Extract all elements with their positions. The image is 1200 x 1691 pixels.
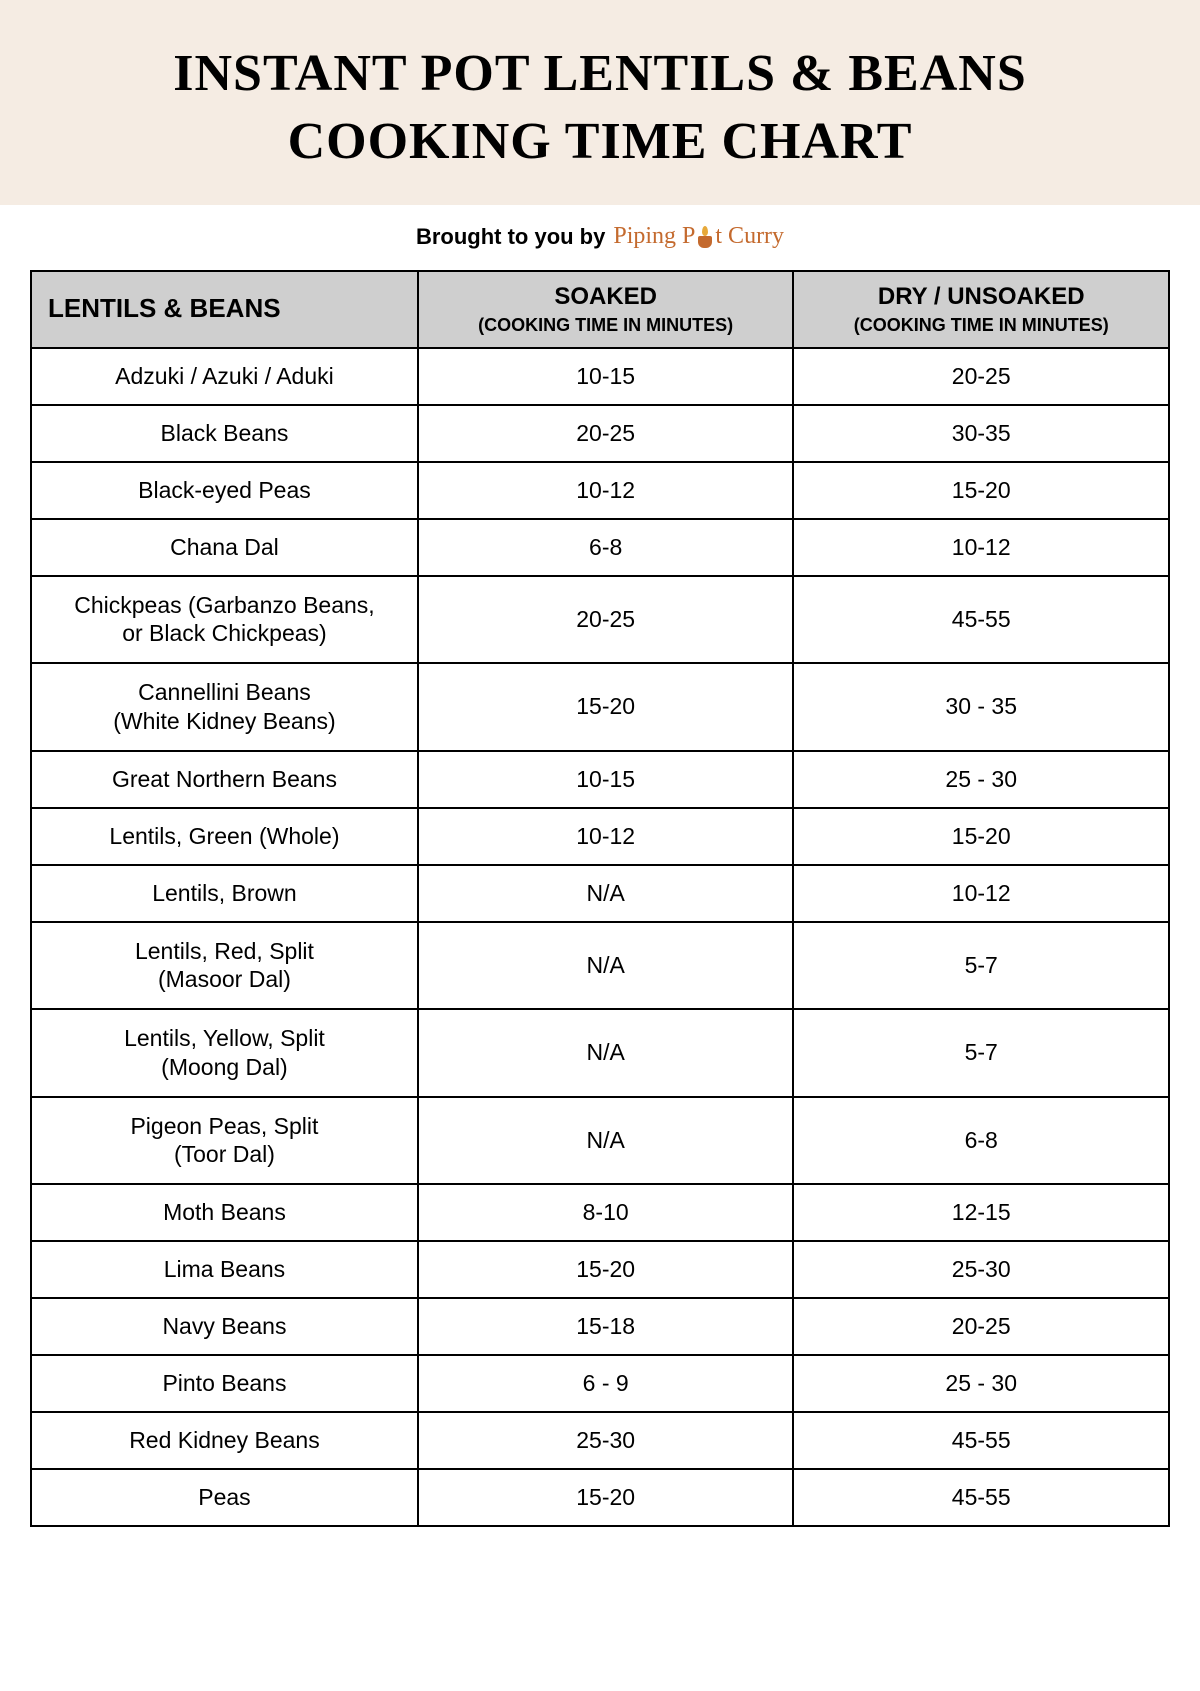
cell-soaked: 10-12 xyxy=(418,808,794,865)
table-row: Adzuki / Azuki / Aduki10-1520-25 xyxy=(31,348,1169,405)
cell-dry: 15-20 xyxy=(793,462,1169,519)
cell-dry: 20-25 xyxy=(793,1298,1169,1355)
cell-name: Adzuki / Azuki / Aduki xyxy=(31,348,418,405)
cell-name: Pigeon Peas, Split(Toor Dal) xyxy=(31,1097,418,1185)
cell-name: Lentils, Yellow, Split(Moong Dal) xyxy=(31,1009,418,1097)
table-row: Navy Beans15-1820-25 xyxy=(31,1298,1169,1355)
cell-dry: 45-55 xyxy=(793,1412,1169,1469)
table-row: Lentils, BrownN/A10-12 xyxy=(31,865,1169,922)
cooking-time-table: LENTILS & BEANS SOAKED (COOKING TIME IN … xyxy=(30,270,1170,1527)
cell-name: Navy Beans xyxy=(31,1298,418,1355)
cell-soaked: N/A xyxy=(418,865,794,922)
byline-prefix: Brought to you by xyxy=(416,224,605,250)
cell-dry: 20-25 xyxy=(793,348,1169,405)
cell-name: Lentils, Red, Split(Masoor Dal) xyxy=(31,922,418,1010)
cell-name: Lentils, Green (Whole) xyxy=(31,808,418,865)
cell-soaked: 10-15 xyxy=(418,751,794,808)
cell-dry: 5-7 xyxy=(793,1009,1169,1097)
cell-name: Black-eyed Peas xyxy=(31,462,418,519)
cell-name: Chickpeas (Garbanzo Beans,or Black Chick… xyxy=(31,576,418,664)
brand-name: Piping P t Curry xyxy=(613,223,784,250)
table-row: Lentils, Yellow, Split(Moong Dal)N/A5-7 xyxy=(31,1009,1169,1097)
cell-soaked: 6 - 9 xyxy=(418,1355,794,1412)
table-header-row: LENTILS & BEANS SOAKED (COOKING TIME IN … xyxy=(31,271,1169,348)
table-row: Chana Dal6-810-12 xyxy=(31,519,1169,576)
cell-name: Moth Beans xyxy=(31,1184,418,1241)
cell-name: Chana Dal xyxy=(31,519,418,576)
cell-dry: 5-7 xyxy=(793,922,1169,1010)
cell-soaked: 8-10 xyxy=(418,1184,794,1241)
title-block: INSTANT POT LENTILS & BEANS COOKING TIME… xyxy=(0,0,1200,205)
brand-text-1: Piping P xyxy=(613,223,695,250)
cell-soaked: 10-15 xyxy=(418,348,794,405)
cell-soaked: 15-18 xyxy=(418,1298,794,1355)
cell-soaked: 10-12 xyxy=(418,462,794,519)
cell-dry: 6-8 xyxy=(793,1097,1169,1185)
column-header-dry: DRY / UNSOAKED (COOKING TIME IN MINUTES) xyxy=(793,271,1169,348)
brand-text-2: t Curry xyxy=(715,223,784,250)
cell-soaked: 15-20 xyxy=(418,1241,794,1298)
cell-dry: 10-12 xyxy=(793,519,1169,576)
cell-dry: 15-20 xyxy=(793,808,1169,865)
table-row: Black-eyed Peas10-1215-20 xyxy=(31,462,1169,519)
cell-name: Black Beans xyxy=(31,405,418,462)
cell-name: Peas xyxy=(31,1469,418,1526)
table-row: Peas15-2045-55 xyxy=(31,1469,1169,1526)
cell-dry: 30 - 35 xyxy=(793,663,1169,751)
cell-dry: 10-12 xyxy=(793,865,1169,922)
cell-soaked: 20-25 xyxy=(418,576,794,664)
cell-dry: 25 - 30 xyxy=(793,751,1169,808)
table-row: Lentils, Green (Whole)10-1215-20 xyxy=(31,808,1169,865)
cell-dry: 25 - 30 xyxy=(793,1355,1169,1412)
cell-soaked: 6-8 xyxy=(418,519,794,576)
cell-name: Lentils, Brown xyxy=(31,865,418,922)
table-row: Lentils, Red, Split(Masoor Dal)N/A5-7 xyxy=(31,922,1169,1010)
column-header-name: LENTILS & BEANS xyxy=(31,271,418,348)
column-header-dry-text: DRY / UNSOAKED xyxy=(878,283,1085,310)
table-body: Adzuki / Azuki / Aduki10-1520-25Black Be… xyxy=(31,348,1169,1527)
table-row: Moth Beans8-1012-15 xyxy=(31,1184,1169,1241)
column-header-name-text: LENTILS & BEANS xyxy=(48,293,281,323)
column-header-soaked: SOAKED (COOKING TIME IN MINUTES) xyxy=(418,271,794,348)
table-row: Pinto Beans6 - 925 - 30 xyxy=(31,1355,1169,1412)
column-header-dry-sub: (COOKING TIME IN MINUTES) xyxy=(802,314,1160,337)
column-header-soaked-sub: (COOKING TIME IN MINUTES) xyxy=(427,314,785,337)
cell-dry: 45-55 xyxy=(793,1469,1169,1526)
cell-soaked: N/A xyxy=(418,922,794,1010)
title-line-2: COOKING TIME CHART xyxy=(288,113,913,170)
cell-dry: 45-55 xyxy=(793,576,1169,664)
cell-name: Cannellini Beans(White Kidney Beans) xyxy=(31,663,418,751)
cell-name: Pinto Beans xyxy=(31,1355,418,1412)
cell-dry: 30-35 xyxy=(793,405,1169,462)
cell-name: Red Kidney Beans xyxy=(31,1412,418,1469)
cell-name: Lima Beans xyxy=(31,1241,418,1298)
table-row: Lima Beans15-2025-30 xyxy=(31,1241,1169,1298)
cell-soaked: N/A xyxy=(418,1097,794,1185)
byline: Brought to you by Piping P t Curry xyxy=(0,223,1200,250)
chart-container: LENTILS & BEANS SOAKED (COOKING TIME IN … xyxy=(0,270,1200,1567)
table-row: Chickpeas (Garbanzo Beans,or Black Chick… xyxy=(31,576,1169,664)
cell-soaked: 25-30 xyxy=(418,1412,794,1469)
cell-name: Great Northern Beans xyxy=(31,751,418,808)
cell-soaked: 20-25 xyxy=(418,405,794,462)
table-row: Red Kidney Beans25-3045-55 xyxy=(31,1412,1169,1469)
page-title: INSTANT POT LENTILS & BEANS COOKING TIME… xyxy=(20,40,1180,175)
cell-soaked: N/A xyxy=(418,1009,794,1097)
table-row: Pigeon Peas, Split(Toor Dal)N/A6-8 xyxy=(31,1097,1169,1185)
cell-soaked: 15-20 xyxy=(418,663,794,751)
pot-icon xyxy=(696,226,714,248)
table-row: Great Northern Beans10-1525 - 30 xyxy=(31,751,1169,808)
table-row: Cannellini Beans(White Kidney Beans)15-2… xyxy=(31,663,1169,751)
title-line-1: INSTANT POT LENTILS & BEANS xyxy=(173,45,1027,102)
cell-soaked: 15-20 xyxy=(418,1469,794,1526)
cell-dry: 25-30 xyxy=(793,1241,1169,1298)
cell-dry: 12-15 xyxy=(793,1184,1169,1241)
column-header-soaked-text: SOAKED xyxy=(554,283,657,310)
table-row: Black Beans20-2530-35 xyxy=(31,405,1169,462)
